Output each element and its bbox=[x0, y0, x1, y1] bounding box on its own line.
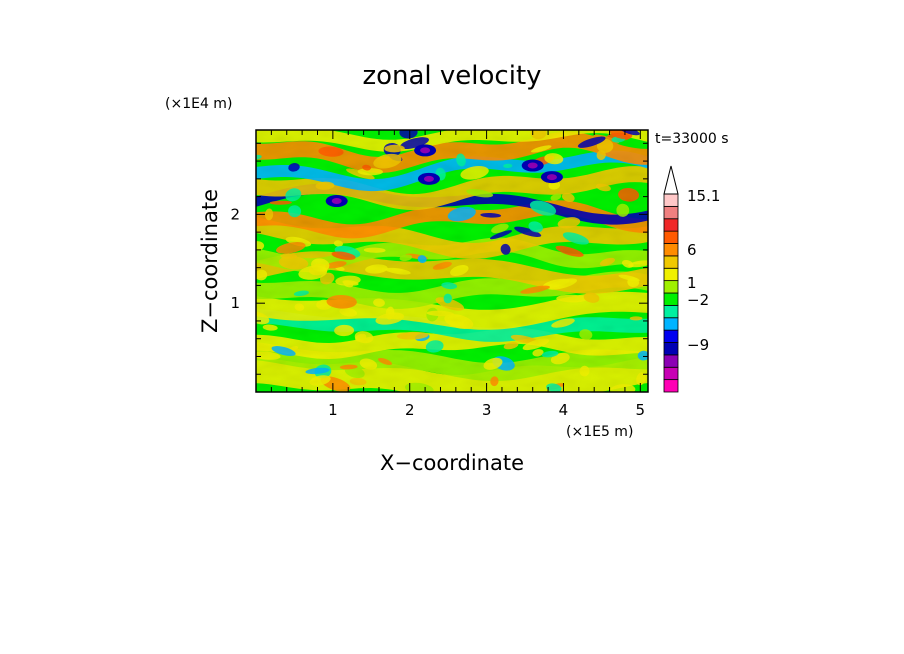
colorbar-swatch bbox=[663, 205, 679, 220]
colorbar-swatch bbox=[663, 354, 679, 368]
chart-title: zonal velocity bbox=[362, 61, 541, 91]
colorbar-extend-arrow bbox=[663, 165, 679, 195]
colorbar: 15.1 6 1−2 −9 bbox=[663, 165, 720, 393]
colorbar-swatch bbox=[663, 366, 679, 381]
colorbar-swatch bbox=[663, 243, 679, 257]
x-tick-label: 5 bbox=[636, 401, 646, 419]
colorbar-swatch bbox=[663, 280, 679, 294]
colorbar-swatch bbox=[663, 329, 679, 343]
colorbar-swatch bbox=[663, 255, 679, 269]
colorbar-swatch bbox=[663, 230, 679, 244]
x-unit-label: (×1E5 m) bbox=[566, 424, 633, 440]
colorbar-label: −2 bbox=[687, 291, 709, 309]
colorbar-swatch bbox=[663, 342, 679, 356]
contour-field bbox=[256, 130, 648, 392]
x-tick-label: 2 bbox=[405, 401, 415, 419]
colorbar-swatch bbox=[663, 218, 679, 232]
x-axis-ticks: 1 2 3 4 5 bbox=[255, 130, 646, 419]
colorbar-label: 1 bbox=[687, 274, 697, 292]
colorbar-swatch bbox=[663, 379, 679, 393]
x-tick-label: 4 bbox=[559, 401, 569, 419]
colorbar-label: 6 bbox=[687, 241, 697, 259]
y-axis-ticks: 12 bbox=[230, 142, 648, 393]
y-unit-label: (×1E4 m) bbox=[165, 96, 232, 112]
y-axis-label: Z−coordinate bbox=[198, 189, 222, 333]
colorbar-swatch bbox=[663, 292, 679, 306]
x-tick-label: 1 bbox=[328, 401, 338, 419]
colorbar-swatch bbox=[663, 317, 679, 331]
colorbar-swatch bbox=[663, 304, 679, 319]
plot-frame bbox=[255, 129, 649, 393]
colorbar-label: −9 bbox=[687, 336, 709, 354]
y-tick-label: 2 bbox=[230, 205, 240, 223]
colorbar-swatch bbox=[663, 267, 679, 282]
x-axis-label: X−coordinate bbox=[380, 451, 524, 475]
time-label: t=33000 s bbox=[655, 131, 729, 147]
colorbar-swatch bbox=[663, 193, 679, 207]
y-tick-label: 1 bbox=[230, 294, 240, 312]
x-tick-label: 3 bbox=[482, 401, 492, 419]
colorbar-label: 15.1 bbox=[687, 187, 720, 205]
